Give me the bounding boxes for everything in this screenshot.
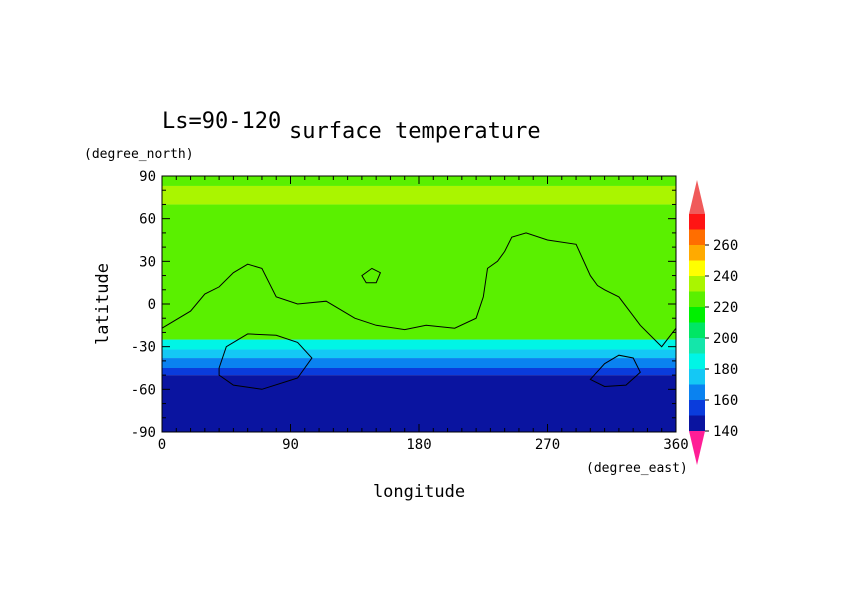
colorbar: 140 160 180 200 220 240 260 <box>689 180 738 465</box>
colorbar-over-triangle <box>689 180 705 214</box>
y-tick-label: 0 <box>148 297 156 313</box>
x-unit: (degree_east) <box>586 461 688 476</box>
temperature-band-1 <box>162 368 676 376</box>
y-tick-label: 60 <box>139 212 156 228</box>
colorbar-segment-3 <box>689 369 705 385</box>
colorbar-segment-7 <box>689 307 705 323</box>
colorbar-label: 140 <box>713 424 738 440</box>
chart-title: surface temperature <box>289 119 541 144</box>
colorbar-segment-6 <box>689 322 705 338</box>
y-tick-label: 90 <box>139 169 156 185</box>
colorbar-segment-1 <box>689 400 705 416</box>
temperature-band-5 <box>162 204 676 340</box>
x-axis-ticks: 0 90 180 270 360 <box>158 176 689 453</box>
coastline-loop-0 <box>361 267 382 284</box>
colorbar-label: 200 <box>713 331 738 347</box>
temperature-band-4 <box>162 339 676 350</box>
coastline-contours <box>161 232 677 390</box>
colorbar-segment-10 <box>689 260 705 276</box>
x-tick-label: 180 <box>406 437 431 453</box>
x-tick-label: 0 <box>158 437 166 453</box>
y-tick-label: -90 <box>131 425 156 441</box>
colorbar-segment-13 <box>689 214 705 230</box>
colorbar-segment-2 <box>689 384 705 400</box>
temperature-band-0 <box>162 375 676 432</box>
x-tick-label: 270 <box>535 437 560 453</box>
colorbar-label: 160 <box>713 393 738 409</box>
colorbar-label: 260 <box>713 238 738 254</box>
colorbar-under-triangle <box>689 431 705 465</box>
x-tick-label: 360 <box>663 437 688 453</box>
colorbar-segment-9 <box>689 276 705 292</box>
colorbar-segment-11 <box>689 245 705 261</box>
colorbar-segment-0 <box>689 415 705 431</box>
colorbar-label: 240 <box>713 269 738 285</box>
x-axis-label: longitude <box>373 482 465 502</box>
coastline-loop-1 <box>218 333 313 390</box>
colorbar-segment-12 <box>689 229 705 245</box>
colorbar-segment-4 <box>689 353 705 369</box>
y-unit: (degree_north) <box>84 147 194 162</box>
chart-subtitle: Ls=90-120 <box>162 109 281 134</box>
y-axis-ticks: 90 60 30 0 -30 -60 -90 <box>131 169 676 441</box>
plot-area <box>162 176 676 432</box>
y-tick-label: -60 <box>131 382 156 398</box>
temperature-band-3 <box>162 349 676 359</box>
temperature-band-2 <box>162 358 676 368</box>
coastline-main <box>161 232 677 348</box>
colorbar-label: 220 <box>713 300 738 316</box>
x-tick-label: 90 <box>282 437 299 453</box>
y-axis-label: latitude <box>93 263 113 345</box>
temperature-band-6 <box>162 185 676 205</box>
y-tick-label: 30 <box>139 254 156 270</box>
colorbar-segment-8 <box>689 291 705 307</box>
colorbar-label: 180 <box>713 362 738 378</box>
colorbar-segment-5 <box>689 338 705 354</box>
coastline-loop-2 <box>589 354 641 388</box>
y-tick-label: -30 <box>131 340 156 356</box>
